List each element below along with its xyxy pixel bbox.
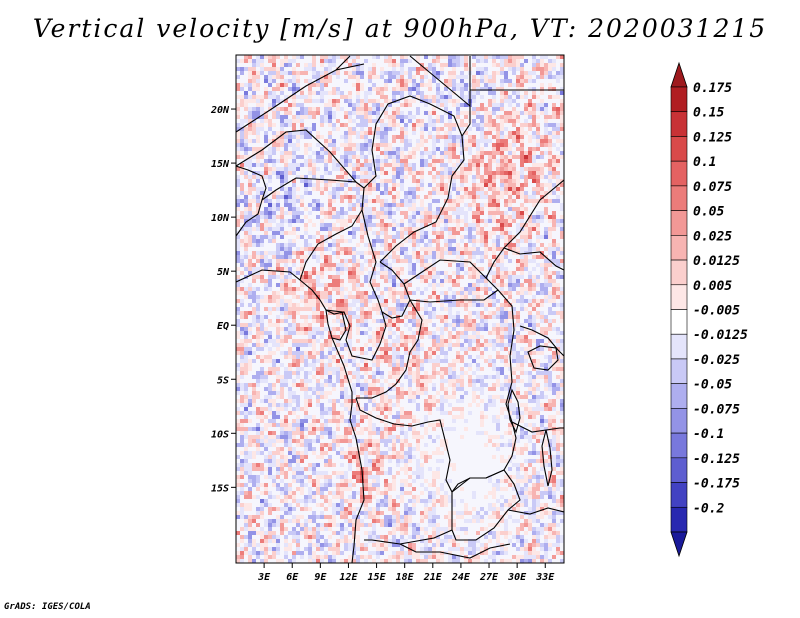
lon-tick-label: 21E [423, 572, 443, 583]
border-niger-algeria [236, 63, 365, 133]
colorbar: 0.175 0.15 0.125 0.1 0.075 0.05 0.025 0.0125 0.0… [670, 61, 748, 558]
lake-malawi [541, 429, 553, 487]
colorbar-swatch [670, 482, 688, 508]
colorbar-label: 0.075 [693, 180, 732, 195]
lon-tick-label: 9E [314, 572, 327, 583]
border-car [403, 259, 499, 303]
border-angola [355, 397, 453, 545]
border-cameroon [361, 209, 411, 319]
colorbar-label: -0.0125 [693, 328, 748, 343]
colorbar-label: 0.05 [693, 205, 724, 220]
lon-tick-label: 30E [507, 572, 527, 583]
lon-tick-label: 6E [286, 572, 299, 583]
border-ethiopia [503, 179, 564, 249]
grads-credit: GrADS: IGES/COLA [4, 602, 91, 612]
border-chad [363, 95, 465, 263]
colorbar-label: -0.175 [693, 477, 740, 492]
colorbar-swatch [670, 333, 688, 360]
lon-tick-label: 18E [396, 572, 415, 583]
longitude-axis: 3E 6E 9E 12E 15E 18E 21E 24E 27E 30E 33E [257, 563, 555, 583]
border-nigeria [261, 177, 365, 281]
map-frame [235, 54, 565, 564]
lat-tick-label: EQ [217, 321, 229, 332]
border-namibia [399, 543, 511, 559]
chart-title: Vertical velocity [m/s] at 900hPa, VT: 2… [32, 14, 768, 43]
colorbar-swatch [670, 309, 688, 335]
colorbar-swatch [670, 86, 688, 113]
lake-victoria [527, 345, 559, 371]
colorbar-label: 0.15 [693, 106, 724, 121]
border-mali-niger [236, 129, 357, 183]
colorbar-label: 0.0125 [693, 254, 740, 269]
colorbar-swatch [670, 457, 688, 483]
colorbar-swatch [670, 259, 688, 286]
colorbar-label: -0.075 [693, 402, 740, 417]
border-south-sudan [485, 247, 564, 279]
colorbar-label: -0.1 [693, 427, 724, 442]
lon-tick-label: 15E [368, 572, 387, 583]
lat-tick-label: 5S [217, 375, 229, 386]
border-uganda-kenya [519, 325, 564, 357]
lake-tanganyika [507, 388, 521, 434]
border-drc-north [356, 299, 423, 399]
border-tanzania [511, 421, 564, 433]
colorbar-label: -0.05 [693, 378, 732, 393]
colorbar-swatch [670, 136, 688, 162]
lon-tick-label: 12E [339, 572, 358, 583]
lat-tick-label: 5N [217, 267, 230, 278]
country-borders [236, 55, 564, 563]
colorbar-swatch [670, 358, 688, 384]
lon-tick-label: 33E [535, 572, 555, 583]
colorbar-label: 0.175 [693, 81, 732, 96]
colorbar-swatch [670, 432, 688, 459]
lat-tick-label: 10S [211, 429, 229, 440]
colorbar-top-arrow [670, 61, 688, 88]
colorbar-label: 0.1 [693, 155, 716, 170]
border-zambia [451, 469, 521, 541]
lon-tick-label: 3E [257, 572, 271, 583]
colorbar-swatch [670, 284, 688, 310]
border-libya [335, 55, 471, 107]
colorbar-swatch [670, 111, 688, 137]
colorbar-label: -0.2 [693, 501, 724, 516]
border-gabon [325, 309, 347, 341]
colorbar-label: -0.025 [693, 353, 740, 368]
lon-tick-label: 24E [451, 572, 471, 583]
colorbar-label: -0.005 [693, 304, 740, 319]
velocity-field [236, 55, 564, 563]
colorbar-swatch [670, 185, 688, 211]
colorbar-swatch [670, 210, 688, 236]
border-zimbabwe-moz [507, 507, 564, 515]
border-sudan [461, 89, 564, 137]
border-congo [325, 309, 387, 361]
colorbar-label: 0.125 [693, 130, 732, 145]
lat-tick-label: 15S [211, 483, 229, 494]
colorbar-label: -0.125 [693, 452, 740, 467]
colorbar-swatch [670, 383, 688, 409]
colorbar-label: 0.005 [693, 279, 732, 294]
latitude-axis: 20N 15N 10N 5N EQ 5S 10S 15S [210, 105, 236, 494]
colorbar-swatch [670, 235, 688, 261]
colorbar-label: 0.025 [693, 229, 732, 244]
map-panel: 20N 15N 10N 5N EQ 5S 10S 15S 3E 6E 9E 12E 15E 18E 21E… [210, 54, 565, 583]
coastline-gulf-of-guinea [236, 269, 365, 563]
lat-tick-label: 15N [211, 159, 230, 170]
colorbar-bottom-arrow [670, 531, 688, 558]
colorbar-swatch [670, 160, 688, 187]
lat-tick-label: 10N [211, 213, 230, 224]
colorbar-swatch [670, 408, 688, 434]
lon-tick-label: 27E [479, 572, 499, 583]
lat-tick-label: 20N [210, 105, 230, 116]
colorbar-swatch [670, 506, 688, 533]
coastline-west-africa [236, 165, 267, 237]
